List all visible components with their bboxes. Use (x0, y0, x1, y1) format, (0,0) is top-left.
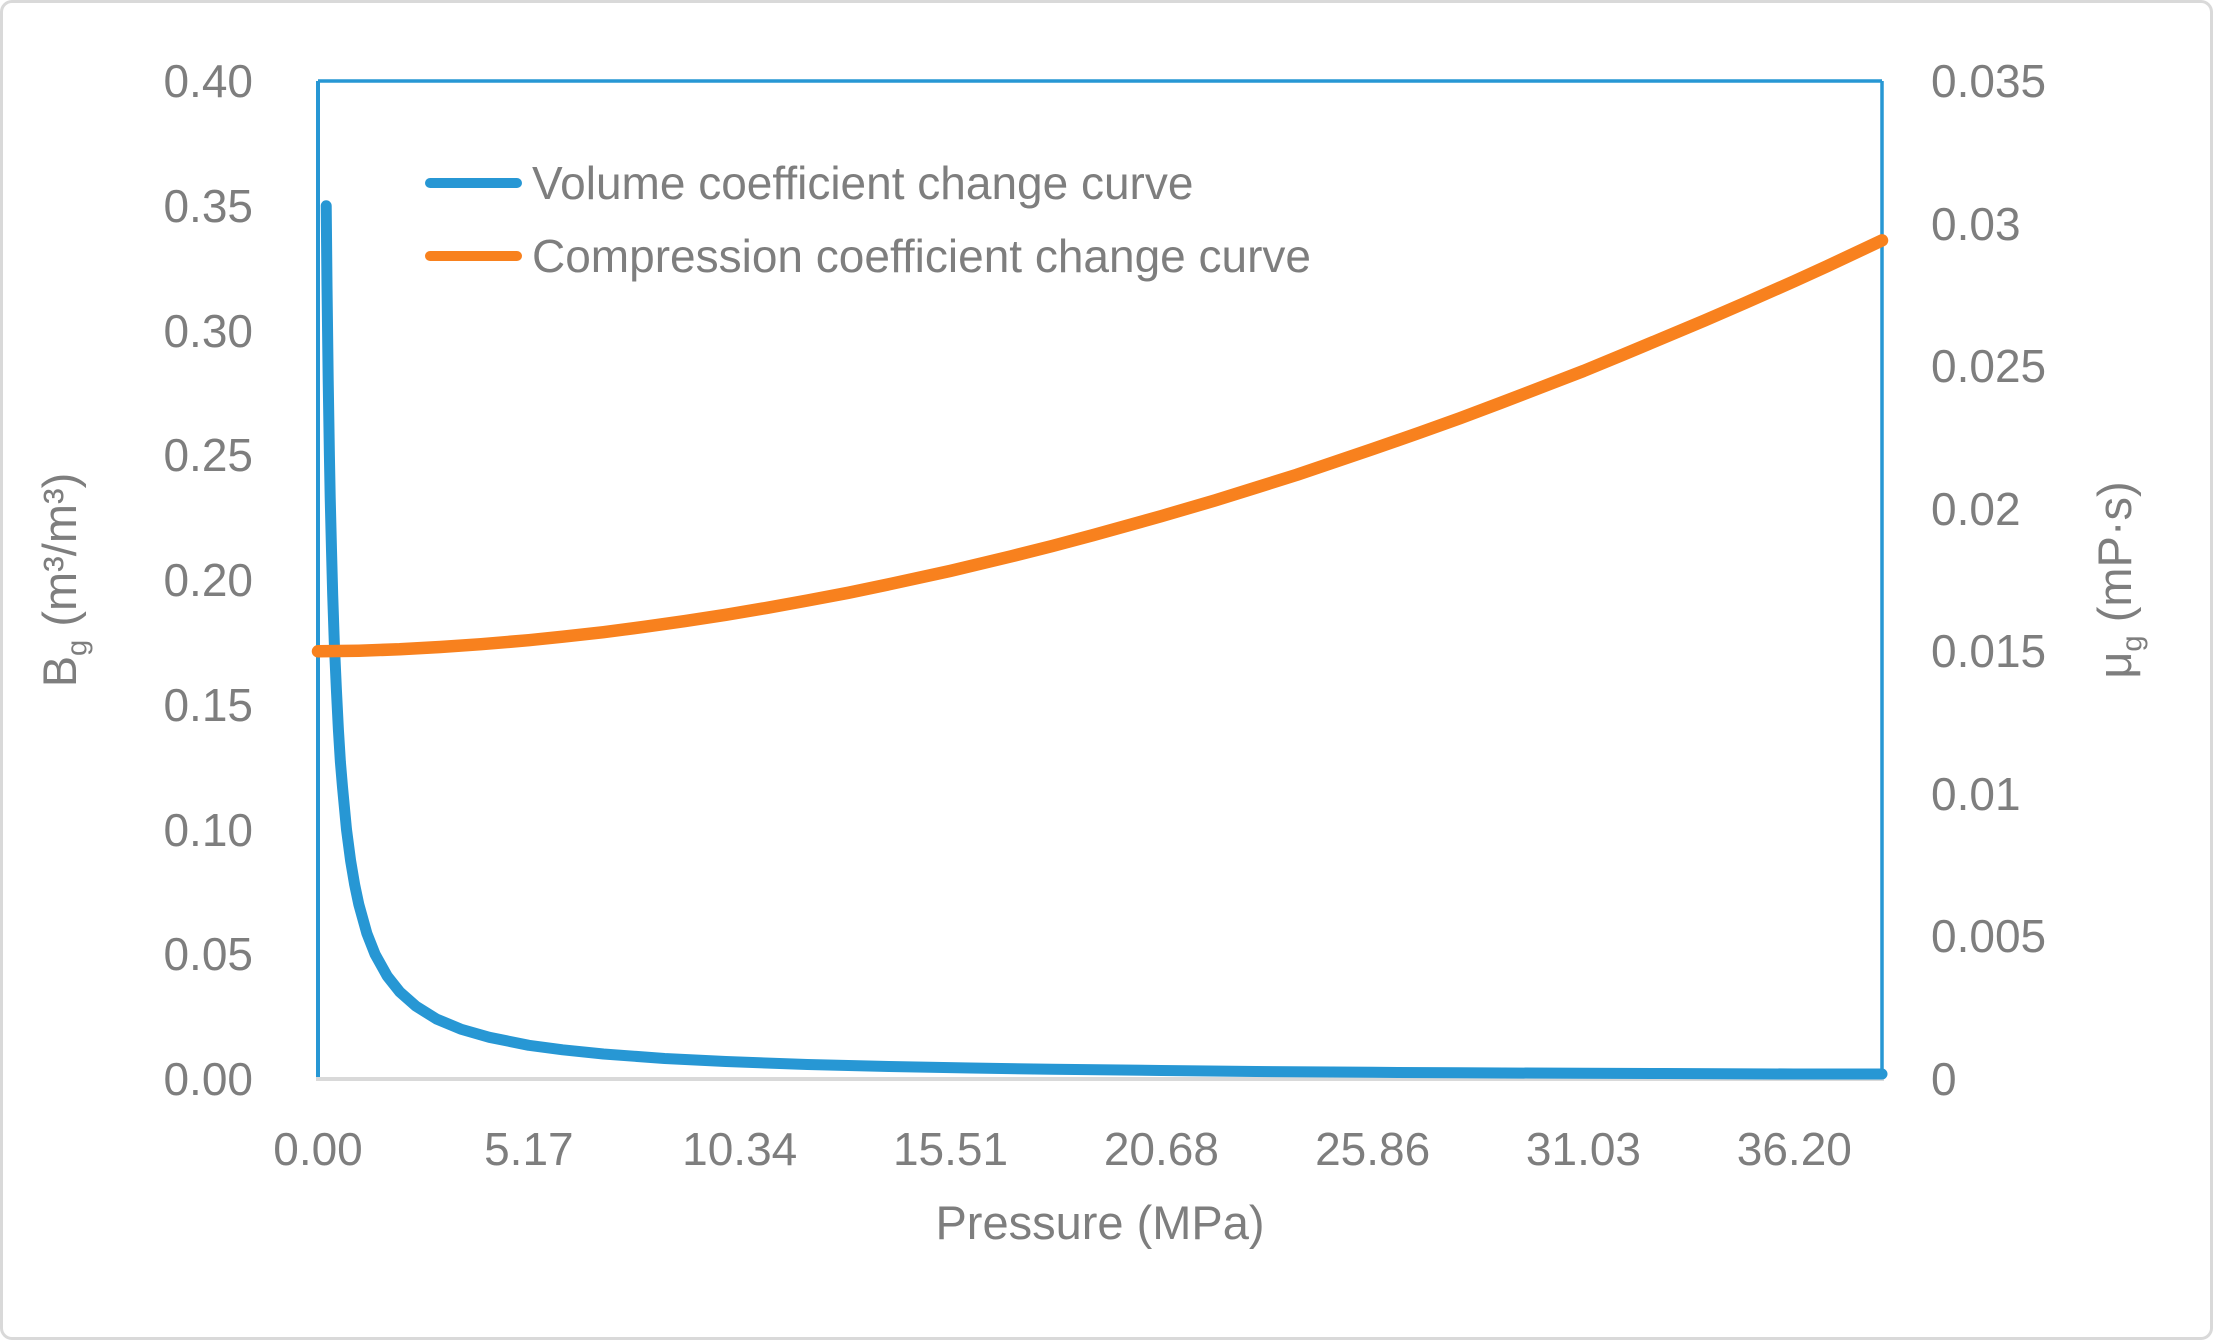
x-axis-tick-label: 5.17 (484, 1123, 574, 1175)
right-axis-subscript: g (2116, 635, 2149, 652)
left-axis-tick-label: 0.00 (163, 1053, 253, 1105)
right-axis-unit: (mP·s) (2088, 481, 2141, 636)
x-axis-tick-label: 10.34 (682, 1123, 798, 1175)
left-axis-tick-label: 0.40 (163, 55, 253, 107)
right-axis-tick-label: 0.015 (1931, 625, 2047, 678)
legend-label-volume: Volume coefficient change curve (532, 157, 1194, 209)
left-axis-tick-label: 0.05 (163, 928, 253, 981)
right-axis-tick-label: 0.005 (1931, 910, 2047, 963)
right-axis-tick-label: 0.03 (1931, 197, 2021, 250)
legend-swatch-volume-line (425, 178, 522, 188)
legend-item-volume: Volume coefficient change curve (425, 158, 1311, 208)
x-axis-tick-label: 36.20 (1736, 1123, 1852, 1175)
series-curve-1 (311, 234, 1889, 658)
right-axis-tick-label: 0 (1931, 1053, 1957, 1105)
x-axis-tick-label: 0.00 (273, 1123, 363, 1175)
x-axis-tick-label: 15.51 (892, 1123, 1009, 1175)
left-axis-tick-label: 0.30 (163, 304, 253, 357)
left-axis-tick-label: 0.25 (163, 429, 253, 482)
right-axis-tick-label: 0.02 (1931, 482, 2021, 535)
x-axis-title: Pressure (MPa) (935, 1196, 1265, 1249)
left-axis-tick-label: 0.15 (163, 678, 253, 731)
plot-area (311, 79, 1889, 1081)
left-axis-subscript: g (61, 639, 94, 656)
legend: Volume coefficient change curve Compress… (425, 158, 1311, 304)
right-axis-tick-label: 0.025 (1931, 340, 2047, 393)
left-axis-title: Bg (m³/m³) (32, 230, 93, 930)
legend-swatch-compression-line (425, 251, 522, 261)
right-axis-symbol: μ (2088, 651, 2141, 679)
legend-label-compression: Compression coefficient change curve (532, 230, 1312, 282)
legend-item-compression: Compression coefficient change curve (425, 231, 1311, 281)
left-axis-tick-label: 0.20 (163, 554, 253, 606)
right-axis-tick-label: 0.035 (1931, 55, 2047, 107)
left-axis-tick-label: 0.35 (163, 179, 253, 232)
x-axis-tick-label: 20.68 (1103, 1123, 1219, 1175)
left-axis-tick-label: 0.10 (163, 803, 253, 856)
x-axis-tick-label: 25.86 (1315, 1123, 1431, 1175)
x-axis-tick-label: 31.03 (1525, 1123, 1642, 1175)
right-axis-title: μg (mP·s) (2087, 230, 2148, 930)
left-axis-unit: (m³/m³) (33, 472, 86, 640)
series-curve-0 (320, 200, 1888, 1080)
left-axis-symbol: B (33, 655, 86, 688)
right-axis-tick-label: 0.01 (1931, 767, 2021, 820)
